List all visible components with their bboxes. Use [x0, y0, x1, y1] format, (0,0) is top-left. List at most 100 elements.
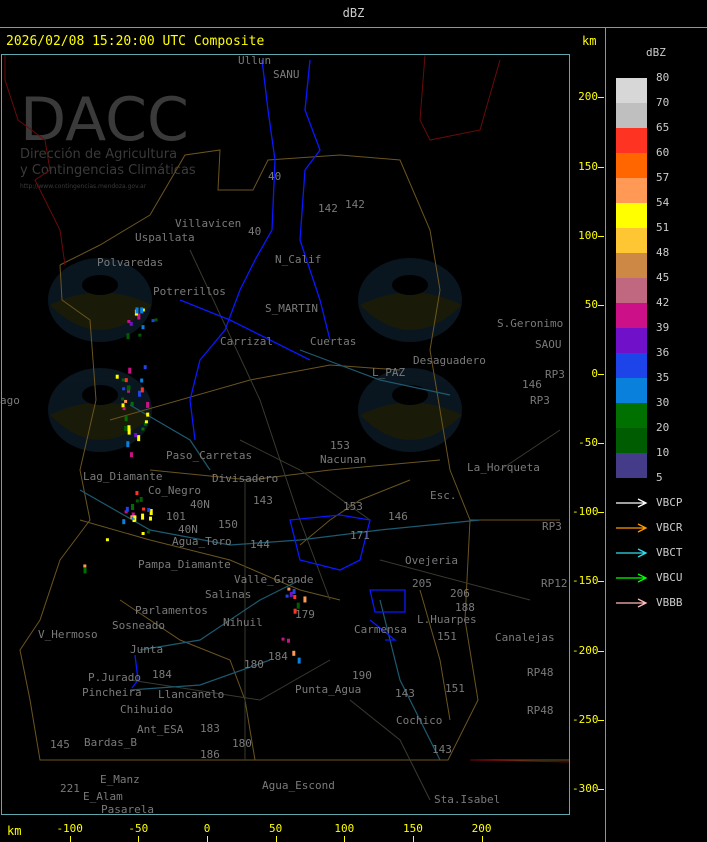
radar-echo [125, 506, 129, 512]
place-label: Ovejeria [405, 554, 458, 567]
route-number-label: 142 [345, 198, 365, 211]
y-axis-tick-label: -50 [578, 436, 598, 450]
legend-color-swatch [616, 453, 647, 478]
route-number-label: 40 [248, 225, 261, 238]
x-axis-tick [344, 836, 346, 842]
place-label: Llancanelo [158, 688, 224, 701]
legend-color-swatch [616, 103, 647, 128]
country-border [419, 54, 501, 141]
route-number-label: 145 [50, 738, 70, 751]
route-number-label: 184 [268, 650, 288, 663]
river [79, 489, 481, 546]
radar-echo [146, 401, 150, 408]
x-axis-tick [69, 836, 71, 842]
place-label: SAOU [535, 338, 562, 351]
x-axis-tick-label: 200 [471, 822, 492, 835]
x-axis-tick [207, 836, 208, 842]
watermark-subtitle: Dirección de Agricultura [20, 147, 177, 162]
place-label: Carrizal [220, 335, 273, 348]
radar-echo [83, 564, 87, 568]
y-axis-tick [598, 304, 604, 306]
radar-echo [127, 425, 131, 432]
y-axis-tick [598, 650, 604, 652]
place-label: Sta.Isabel [434, 793, 500, 806]
radar-echo [135, 499, 139, 503]
place-label: Carmensa [354, 623, 407, 636]
place-label: Cochico [396, 714, 442, 727]
radar-echo [292, 650, 296, 656]
irrigation-area-outline [179, 299, 311, 361]
radar-echo [105, 538, 109, 542]
route-number-label: 143 [395, 687, 415, 700]
place-label: Pampa_Diamante [138, 558, 231, 571]
radar-echo [137, 390, 141, 397]
route-number-label: 146 [388, 510, 408, 523]
place-label: Valle_Grande [234, 573, 313, 586]
radar-echo [138, 333, 142, 337]
legend-color-swatch [616, 203, 647, 228]
y-axis-tick [598, 581, 604, 583]
place-label: Potrerillos [153, 285, 226, 298]
place-label: Lag_Diamante [83, 470, 162, 483]
radar-name-label: VBCU [656, 571, 683, 584]
place-label: Cuertas [310, 335, 356, 348]
irrigation-area-outline [131, 654, 139, 689]
legend-color-swatch [616, 78, 647, 103]
watermark-logo [48, 368, 152, 452]
river [129, 659, 271, 691]
route-number-label: 206 [450, 587, 470, 600]
radar-echo [115, 374, 119, 379]
radar-arrow-icon [616, 548, 648, 558]
place-label: Sosneado [112, 619, 165, 632]
place-label: Paso_Carretas [166, 449, 252, 462]
x-axis-tick [138, 836, 140, 842]
legend-color-swatch [616, 378, 647, 403]
legend-level-label: 51 [656, 221, 670, 234]
radar-echo [137, 435, 141, 442]
radar-echo [126, 385, 130, 391]
place-label: Agua_Escond [262, 779, 335, 792]
radar-echo [146, 412, 150, 417]
radar-echo [129, 452, 133, 458]
legend-level-label: 80 [656, 71, 670, 84]
y-axis-unit: km [582, 34, 597, 48]
y-axis-tick-label: -200 [572, 643, 599, 657]
province-boundary [119, 599, 256, 761]
place-label: L_PAZ [372, 366, 405, 379]
irrigation-area-outline [299, 59, 331, 341]
radar-name-label: VBCP [656, 496, 683, 509]
y-axis-tick-label: 200 [578, 90, 598, 104]
radar-echo [122, 519, 126, 525]
radar-echo [141, 427, 145, 431]
radar-echo [127, 319, 131, 323]
route-number-label: 186 [200, 748, 220, 761]
radar-echo [292, 588, 296, 594]
radar-echo [140, 378, 144, 383]
watermark-logo [358, 258, 462, 342]
watermark-logo [48, 258, 152, 342]
radar-echo [121, 403, 125, 408]
radar-echo [126, 441, 130, 448]
route-number-label: RP48 [527, 704, 554, 717]
radar-echo [83, 567, 87, 574]
x-axis-tick-label: -100 [56, 822, 83, 835]
irrigation-area-outline [369, 589, 406, 613]
radar-echo [122, 387, 126, 391]
place-label: N_Calif [275, 253, 321, 266]
province-boundary [79, 519, 341, 601]
place-label: E_Manz [100, 773, 140, 786]
route-number-label: 153 [330, 439, 350, 452]
route-number-label: 143 [432, 743, 452, 756]
y-axis-tick-label: 0 [591, 367, 598, 380]
radar-arrow-icon [616, 498, 648, 508]
radar-echo [293, 595, 297, 600]
route-number-label: RP12 [541, 577, 568, 590]
route-number-label: 190 [352, 669, 372, 682]
y-axis-tick-label: 100 [578, 228, 598, 242]
radar-echo [146, 530, 150, 534]
route-number-label: 205 [412, 577, 432, 590]
radar-echo [297, 657, 301, 664]
radar-echo [143, 365, 147, 370]
radar-echo [140, 307, 144, 314]
